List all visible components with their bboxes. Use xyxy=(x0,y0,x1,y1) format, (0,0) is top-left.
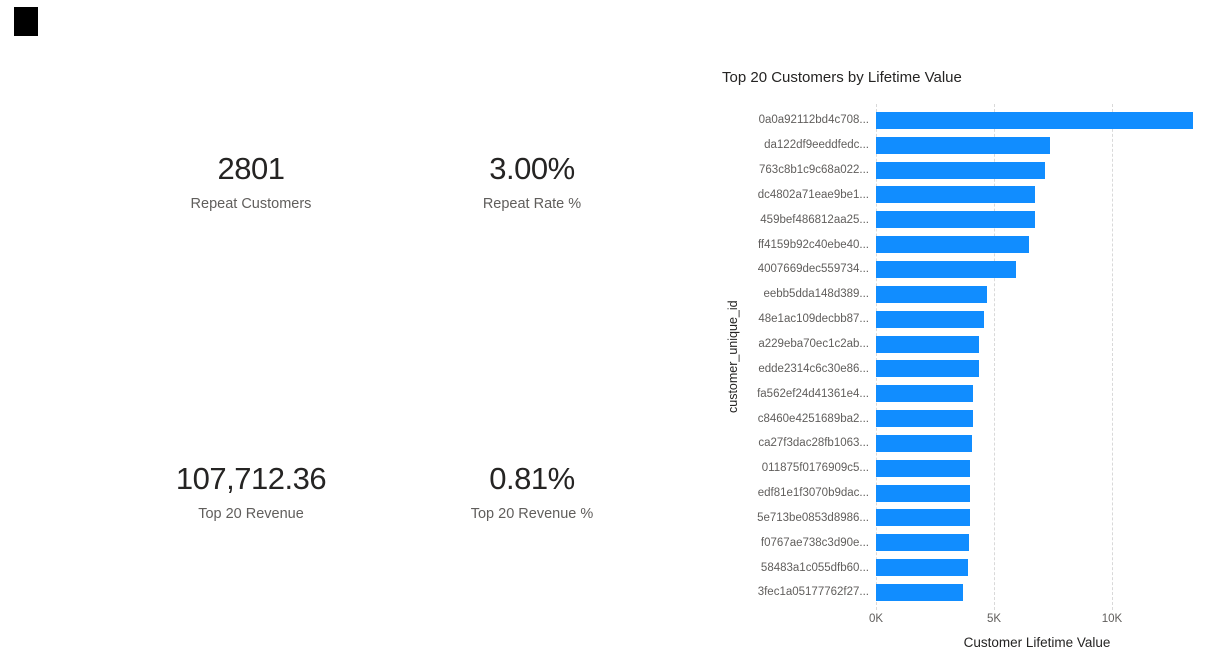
bar-row: 0a0a92112bd4c708... xyxy=(722,108,1198,133)
value-bar[interactable] xyxy=(876,434,972,452)
kpi-label-repeat-customers: Repeat Customers xyxy=(190,196,312,212)
bar-row: fa562ef24d41361e4... xyxy=(722,381,1198,406)
kpi-value-repeat-customers: 2801 xyxy=(217,151,285,186)
x-tick-label: 10K xyxy=(1101,613,1123,625)
category-label: 3fec1a05177762f27... xyxy=(757,586,869,599)
category-label: 5e713be0853d8986... xyxy=(757,511,869,524)
bar-chart-visual: Top 20 Customers by Lifetime Value custo… xyxy=(722,64,1204,668)
category-label: dc4802a71eae9be1... xyxy=(757,188,869,201)
value-bar[interactable] xyxy=(876,186,1036,204)
bar-row: 58483a1c055dfb60... xyxy=(722,555,1198,580)
bar-row: f0767ae738c3d90e... xyxy=(722,530,1198,555)
bar-row: eebb5dda148d389... xyxy=(722,282,1198,307)
x-axis-title: Customer Lifetime Value xyxy=(963,635,1111,650)
bar-rows: 0a0a92112bd4c708... da122df9eeddfedc... 76… xyxy=(722,108,1198,605)
value-bar[interactable] xyxy=(876,161,1045,179)
category-label: eebb5dda148d389... xyxy=(763,288,869,301)
value-bar[interactable] xyxy=(876,136,1050,154)
bar-row: ff4159b92c40ebe40... xyxy=(722,232,1198,257)
kpi-label-top20-revenue-pct: Top 20 Revenue % xyxy=(470,506,594,522)
value-bar[interactable] xyxy=(876,111,1194,129)
value-bar[interactable] xyxy=(876,260,1016,278)
value-bar[interactable] xyxy=(876,236,1029,254)
value-bar[interactable] xyxy=(876,211,1035,229)
bar-row: 763c8b1c9c68a022... xyxy=(722,158,1198,183)
bar-row: edde2314c6c30e86... xyxy=(722,356,1198,381)
bar-row: dc4802a71eae9be1... xyxy=(722,183,1198,208)
value-bar[interactable] xyxy=(876,534,969,552)
kpi-label-top20-revenue: Top 20 Revenue xyxy=(198,506,304,522)
category-label: edde2314c6c30e86... xyxy=(758,362,869,375)
bar-row: 011875f0176909c5... xyxy=(722,456,1198,481)
gridline xyxy=(1112,104,1113,610)
value-bar[interactable] xyxy=(876,559,969,577)
category-label: 4007669dec559734... xyxy=(757,263,869,276)
bar-row: 48e1ac109decbb87... xyxy=(722,307,1198,332)
category-label: ca27f3dac28fb1063... xyxy=(758,437,869,450)
gridline xyxy=(994,104,995,610)
category-label: 459bef486812aa25... xyxy=(760,213,869,226)
category-label: c8460e4251689ba2... xyxy=(757,412,869,425)
bar-row: da122df9eeddfedc... xyxy=(722,133,1198,158)
bar-row: 459bef486812aa25... xyxy=(722,207,1198,232)
black-square-decor xyxy=(14,7,38,36)
kpi-card-repeat-rate: 3.00% Repeat Rate % xyxy=(372,150,692,212)
kpi-label-repeat-rate: Repeat Rate % xyxy=(482,196,582,212)
kpi-value-top20-revenue-pct: 0.81% xyxy=(489,461,575,496)
value-bar[interactable] xyxy=(876,484,970,502)
kpi-value-top20-revenue: 107,712.36 xyxy=(175,461,327,496)
category-label: edf81e1f3070b9dac... xyxy=(757,487,869,500)
value-bar[interactable] xyxy=(876,410,973,428)
bar-row: 5e713be0853d8986... xyxy=(722,506,1198,531)
category-label: a229eba70ec1c2ab... xyxy=(758,338,869,351)
value-bar[interactable] xyxy=(876,583,964,601)
category-label: 58483a1c055dfb60... xyxy=(760,561,869,574)
kpi-card-repeat-customers: 2801 Repeat Customers xyxy=(91,150,411,212)
value-bar[interactable] xyxy=(876,285,987,303)
value-bar[interactable] xyxy=(876,385,973,403)
x-tick-label: 5K xyxy=(986,613,1002,625)
value-bar[interactable] xyxy=(876,360,979,378)
category-label: fa562ef24d41361e4... xyxy=(757,387,869,400)
bar-row: 4007669dec559734... xyxy=(722,257,1198,282)
chart-title: Top 20 Customers by Lifetime Value xyxy=(722,69,962,86)
x-tick-label: 0K xyxy=(868,613,884,625)
bar-row: 3fec1a05177762f27... xyxy=(722,580,1198,605)
category-label: 0a0a92112bd4c708... xyxy=(758,114,869,127)
bar-row: ca27f3dac28fb1063... xyxy=(722,431,1198,456)
category-label: 011875f0176909c5... xyxy=(761,462,869,475)
category-label: ff4159b92c40ebe40... xyxy=(757,238,869,251)
bar-row: edf81e1f3070b9dac... xyxy=(722,481,1198,506)
category-label: da122df9eeddfedc... xyxy=(764,139,869,152)
kpi-card-top20-revenue: 107,712.36 Top 20 Revenue xyxy=(91,460,411,522)
kpi-card-top20-revenue-pct: 0.81% Top 20 Revenue % xyxy=(372,460,692,522)
bar-row: c8460e4251689ba2... xyxy=(722,406,1198,431)
value-bar[interactable] xyxy=(876,310,985,328)
gridline xyxy=(876,104,877,610)
value-bar[interactable] xyxy=(876,509,970,527)
value-bar[interactable] xyxy=(876,459,971,477)
kpi-value-repeat-rate: 3.00% xyxy=(489,151,575,186)
category-label: 48e1ac109decbb87... xyxy=(758,313,869,326)
bar-row: a229eba70ec1c2ab... xyxy=(722,332,1198,357)
value-bar[interactable] xyxy=(876,335,980,353)
category-label: 763c8b1c9c68a022... xyxy=(759,164,869,177)
category-label: f0767ae738c3d90e... xyxy=(760,536,869,549)
